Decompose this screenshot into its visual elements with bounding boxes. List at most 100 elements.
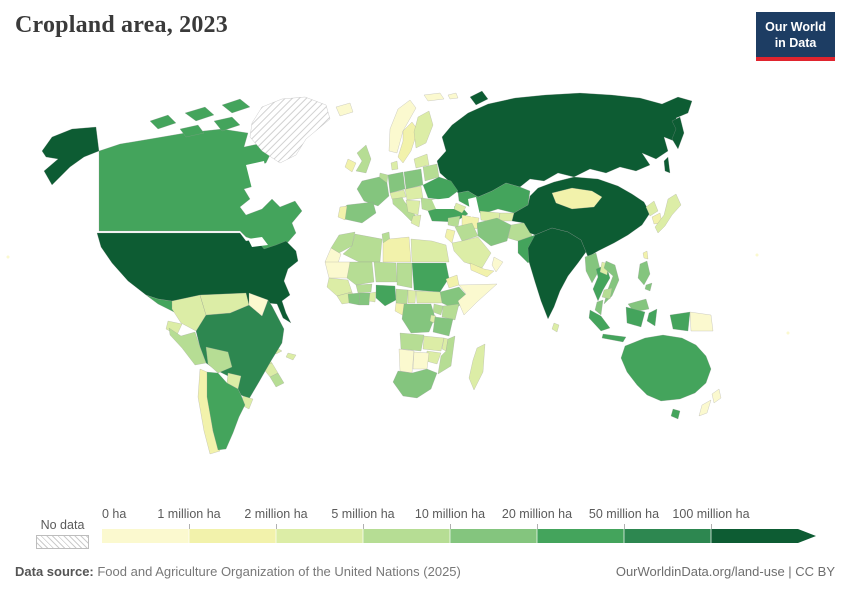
no-data-swatch[interactable] xyxy=(36,534,89,549)
region-ukraine[interactable] xyxy=(422,176,459,200)
region-somalia[interactable] xyxy=(457,283,498,315)
region-madagascar[interactable] xyxy=(468,343,486,390)
region-mozambique[interactable] xyxy=(437,335,456,374)
region-iceland[interactable] xyxy=(335,102,354,116)
region-angola[interactable] xyxy=(399,332,425,351)
region-ghana[interactable] xyxy=(358,292,371,305)
region-venezuela[interactable] xyxy=(199,292,250,315)
region-norway[interactable] xyxy=(388,99,417,153)
legend-swatch-bin-2[interactable] xyxy=(276,528,363,543)
region-greece[interactable] xyxy=(410,214,422,227)
region-united-kingdom[interactable] xyxy=(355,144,372,173)
region-baltics[interactable] xyxy=(413,153,430,168)
region-philippines[interactable] xyxy=(637,260,653,291)
header: Cropland area, 2023 Our World in Data xyxy=(0,0,850,61)
region-cameroon[interactable] xyxy=(395,288,409,304)
region-hispaniola[interactable] xyxy=(285,352,297,360)
region-indonesia-java[interactable] xyxy=(601,333,627,342)
region-malaysia-peninsula[interactable] xyxy=(594,299,604,315)
region-saudi-arabia[interactable] xyxy=(451,236,492,268)
region-jordan-israel[interactable] xyxy=(444,228,456,243)
region-bolivia[interactable] xyxy=(205,346,233,373)
region-kenya[interactable] xyxy=(441,303,460,320)
region-caucasus[interactable] xyxy=(453,202,467,213)
legend-swatch-bin-3[interactable] xyxy=(363,528,450,543)
region-alaska-usa[interactable] xyxy=(41,126,100,185)
region-namibia[interactable] xyxy=(398,348,415,373)
region-burkina-faso[interactable] xyxy=(355,283,373,293)
region-central-african-republic[interactable] xyxy=(407,289,417,303)
region-indonesia-sumatra[interactable] xyxy=(588,309,611,331)
region-chad[interactable] xyxy=(396,262,413,288)
legend-color-bar xyxy=(102,523,816,543)
credit-link[interactable]: OurWorldinData.org/land-use | CC BY xyxy=(615,563,835,579)
legend-swatch-bin-1[interactable] xyxy=(189,528,276,543)
region-libya[interactable] xyxy=(382,236,412,262)
region-tasmania[interactable] xyxy=(670,408,681,419)
region-australia[interactable] xyxy=(620,334,712,401)
region-iraq[interactable] xyxy=(454,222,479,241)
region-zambia[interactable] xyxy=(422,335,445,351)
region-uganda[interactable] xyxy=(432,303,444,315)
region-taiwan[interactable] xyxy=(642,250,649,259)
region-panama[interactable] xyxy=(269,372,285,387)
legend-swatch-bin-4[interactable] xyxy=(450,528,537,543)
region-botswana[interactable] xyxy=(412,351,430,369)
region-mali[interactable] xyxy=(346,261,375,285)
region-finland[interactable] xyxy=(413,110,434,148)
region-myanmar[interactable] xyxy=(584,252,601,283)
legend-swatch-bin-7[interactable] xyxy=(711,528,798,543)
legend-swatch-bin-0[interactable] xyxy=(102,528,189,543)
region-balkans[interactable] xyxy=(405,199,421,215)
region-sweden[interactable] xyxy=(397,121,419,163)
region-ireland[interactable] xyxy=(344,158,357,172)
region-czech-hungary[interactable] xyxy=(404,185,424,200)
region-sri-lanka[interactable] xyxy=(551,322,560,332)
region-cote-divoire[interactable] xyxy=(347,292,361,305)
region-guyanas[interactable] xyxy=(248,292,269,316)
region-portugal[interactable] xyxy=(337,205,348,220)
region-denmark[interactable] xyxy=(390,160,399,170)
region-yemen[interactable] xyxy=(469,262,495,277)
region-sudan[interactable] xyxy=(411,262,450,292)
owid-logo-line1: Our World xyxy=(765,20,826,34)
region-south-sudan[interactable] xyxy=(415,290,443,303)
region-syria[interactable] xyxy=(447,215,461,227)
region-nigeria[interactable] xyxy=(375,284,397,306)
region-oman[interactable] xyxy=(491,256,504,272)
region-alpine-states[interactable] xyxy=(389,189,407,199)
region-togo-benin[interactable] xyxy=(368,291,377,302)
region-tanzania[interactable] xyxy=(432,316,454,336)
region-india[interactable] xyxy=(527,227,587,319)
region-indonesia-papua[interactable] xyxy=(669,311,691,331)
region-morocco[interactable] xyxy=(330,231,356,253)
region-kyrgyzstan-tajikistan[interactable] xyxy=(498,212,515,221)
region-papua-new-guinea[interactable] xyxy=(689,311,714,331)
region-france[interactable] xyxy=(356,176,390,206)
region-new-zealand[interactable] xyxy=(698,388,722,416)
region-germany[interactable] xyxy=(387,171,406,193)
region-mauritania[interactable] xyxy=(324,261,351,278)
region-dr-congo[interactable] xyxy=(401,303,436,333)
owid-logo[interactable]: Our World in Data xyxy=(756,12,835,61)
region-svalbard[interactable] xyxy=(423,92,459,101)
region-canada-arctic-islands[interactable] xyxy=(149,98,251,137)
region-china[interactable] xyxy=(511,176,651,257)
legend-swatch-bin-5[interactable] xyxy=(537,528,624,543)
region-indonesia-kalimantan[interactable] xyxy=(625,306,646,327)
region-north-korea[interactable] xyxy=(645,200,659,216)
region-egypt[interactable] xyxy=(410,238,450,262)
region-mongolia[interactable] xyxy=(551,187,603,209)
region-kamchatka-russia[interactable] xyxy=(671,116,685,149)
region-peru[interactable] xyxy=(168,327,207,365)
legend-swatch-bin-6[interactable] xyxy=(624,528,711,543)
region-south-africa[interactable] xyxy=(392,368,438,398)
region-niger[interactable] xyxy=(373,261,398,282)
region-indonesia-sulawesi[interactable] xyxy=(646,308,658,326)
region-argentina[interactable] xyxy=(206,371,246,450)
region-cambodia[interactable] xyxy=(601,287,613,299)
region-novaya-zemlya-russia[interactable] xyxy=(469,90,489,105)
region-japan[interactable] xyxy=(654,193,682,233)
region-sakhalin-russia[interactable] xyxy=(663,156,671,173)
region-greenland-no-data[interactable] xyxy=(249,96,331,163)
